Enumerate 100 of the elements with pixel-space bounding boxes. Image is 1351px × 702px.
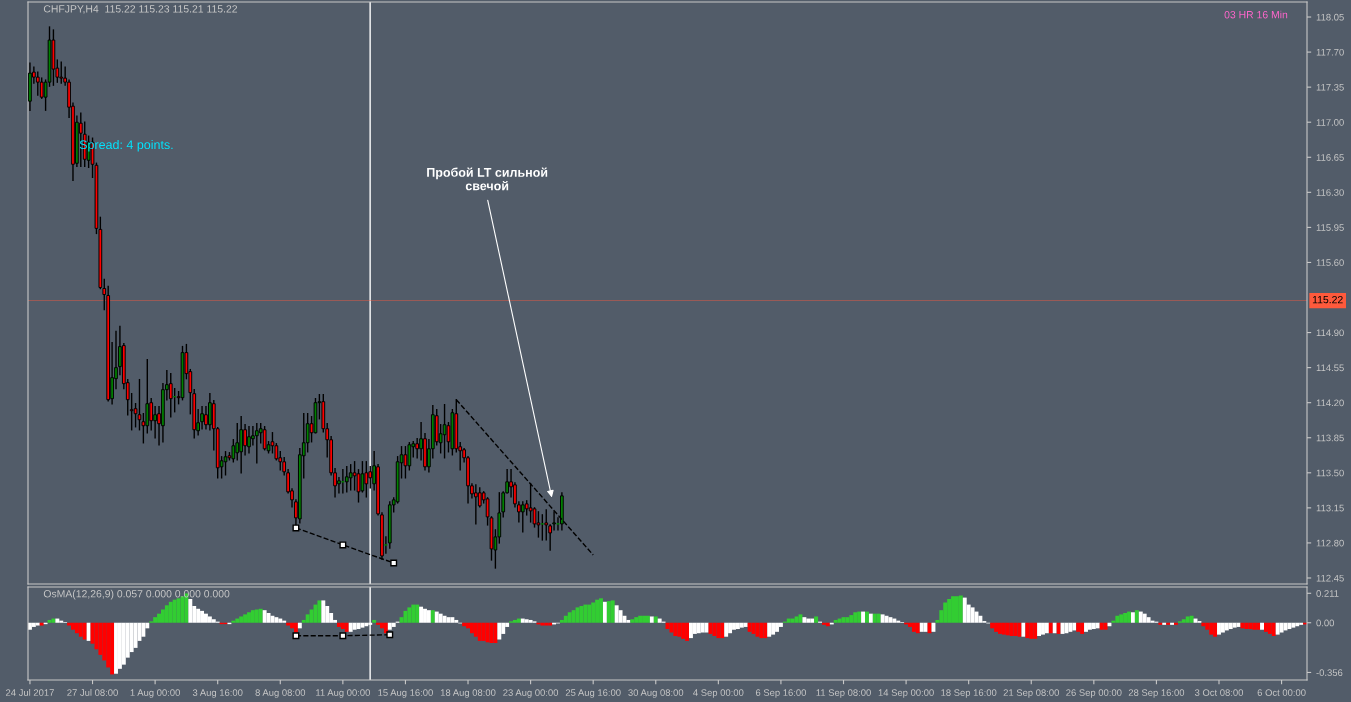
bar [872,613,877,623]
bar [1146,617,1151,623]
bar [1087,622,1092,630]
bar [352,622,357,630]
bar [1287,622,1292,630]
bar [849,615,854,623]
x-tick-label: 26 Sep 00:00 [1066,689,1122,698]
bar [266,612,271,623]
bar [689,622,693,639]
bar [1162,622,1167,625]
bar [133,622,138,648]
bar [790,618,795,623]
candlestick [239,416,244,474]
bar [1299,622,1304,625]
candlestick [262,426,267,451]
bar [243,614,248,623]
bar [168,601,173,623]
x-tick-label: 14 Sep 00:00 [878,689,934,698]
candlestick [39,77,44,99]
bar [563,615,568,623]
bar [595,599,600,623]
candlestick [168,372,173,418]
bar [1103,622,1108,630]
bar [1189,615,1194,623]
bar [1025,622,1030,639]
bar [978,615,983,623]
x-tick-label: 4 Sep 00:00 [693,689,744,698]
x-tick-label: 8 Aug 08:00 [255,689,306,698]
bar [767,622,772,637]
bar [802,617,807,623]
bar [403,610,408,623]
y-tick-label: 113.85 [1316,434,1344,442]
bar [583,604,588,623]
bar [1267,622,1272,634]
bar [919,622,924,632]
bar [278,618,283,623]
bar [649,616,654,623]
bar [814,616,819,623]
bar [1213,622,1218,637]
bar [696,622,701,634]
x-tick-label: 18 Sep 16:00 [941,689,997,698]
bar [348,622,353,632]
bar [1111,620,1116,623]
bar [1091,622,1096,630]
bar [540,622,545,626]
bar [176,598,181,623]
bar [211,619,216,623]
bar [927,622,932,634]
candlestick [348,464,353,491]
bar [724,622,729,637]
y-tick-label: 112.80 [1316,539,1344,547]
bar [290,622,294,629]
bar [1224,622,1229,631]
bar [990,622,995,629]
bar [822,622,826,625]
bar [78,622,83,637]
bar [720,622,725,639]
bar [415,604,420,623]
x-tick-label: 6 Sep 16:00 [755,689,807,698]
annotation: Пробой LT сильной свечой [427,167,548,191]
bar [1119,614,1124,623]
bar [896,620,901,623]
x-tick-label: 30 Aug 08:00 [628,689,684,698]
y-tick-label: 118.05 [1316,13,1344,21]
bar [892,618,897,623]
bar [1166,622,1171,625]
bar [1037,622,1042,637]
bar [865,611,869,623]
bar [1275,622,1280,635]
bar [254,609,259,623]
bar [888,617,893,623]
bar [1228,622,1233,630]
bar [806,618,811,623]
bar [763,622,768,639]
bar [747,622,752,632]
bar [700,622,705,633]
bar [775,622,779,632]
chart-title: OsMA(12,26,9) 0.057 0.000 0.000 0.000 [43,589,230,600]
point [390,559,398,567]
bar [473,622,478,637]
bar [419,606,424,623]
bar [160,609,165,623]
x-tick-label: 24 Jul 2017 [6,689,54,696]
y-tick-label: 113.15 [1316,504,1344,512]
bar [673,622,678,637]
bar [454,619,459,623]
bar [1220,622,1225,633]
bar [1271,622,1276,637]
bar [59,620,64,623]
bar [868,613,873,623]
bar [235,618,240,623]
bar [497,622,502,640]
x-tick-label: 23 Aug 00:00 [503,689,559,698]
y-tick-label: 116.65 [1316,154,1344,161]
bar [1209,622,1214,635]
candlestick [223,451,228,476]
y-tick-label: 114.55 [1316,364,1344,372]
bar [340,622,345,630]
bar [544,622,549,626]
x-tick-label: 25 Aug 16:00 [565,689,621,698]
